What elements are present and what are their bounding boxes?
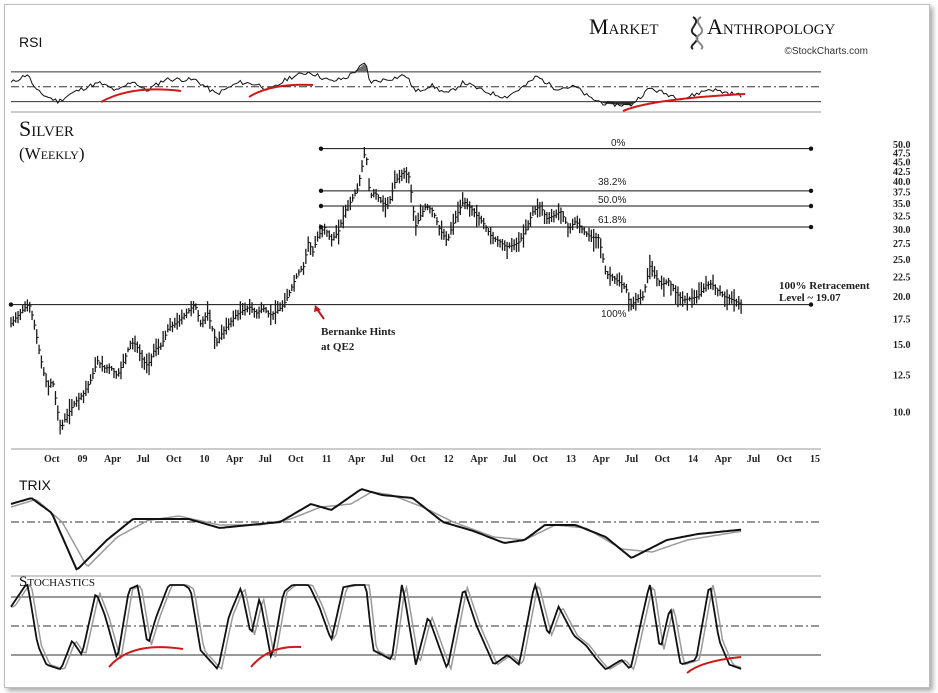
- bernanke-arrow-icon: [314, 305, 325, 320]
- fibonacci-levels: [8, 146, 814, 307]
- fib-dot-end-2: [808, 203, 814, 209]
- y-tick-2: 45.0: [893, 157, 911, 168]
- fib-label-50: 50.0%: [598, 195, 626, 206]
- stochastics-panel: [10, 581, 821, 674]
- fib-dot-start-4: [8, 302, 14, 307]
- x-tick-0: Oct: [44, 454, 60, 465]
- rsi-divergence-1: [100, 88, 182, 103]
- chart-frame: Market Anthropology ©StockCharts.com RSI…: [4, 4, 930, 688]
- brand-right: Anthropology: [707, 14, 836, 39]
- x-tick-4: Oct: [166, 454, 182, 465]
- y-tick-0: 50.0: [893, 140, 911, 151]
- fib-dot-end-1: [808, 188, 814, 194]
- x-tick-12: Oct: [410, 454, 426, 465]
- trix-panel: [10, 488, 821, 577]
- x-tick-7: Jul: [258, 454, 272, 465]
- retracement-annotation-line2: Level ~ 19.07: [779, 292, 841, 304]
- x-tick-10: Apr: [348, 454, 366, 465]
- chart-subtitle: (Weekly): [19, 144, 85, 163]
- x-tick-5: 10: [200, 454, 210, 465]
- bernanke-annotation-line1: Bernanke Hints: [321, 326, 396, 338]
- price-series: [10, 147, 744, 435]
- fib-label-0: 0%: [611, 138, 626, 149]
- x-tick-20: Oct: [654, 454, 670, 465]
- fib-label-100: 100%: [601, 309, 627, 320]
- fib-dot-end-3: [808, 224, 814, 230]
- x-tick-14: Apr: [470, 454, 488, 465]
- x-tick-19: Jul: [625, 454, 639, 465]
- y-tick-6: 35.0: [893, 199, 911, 210]
- y-tick-5: 37.5: [893, 188, 911, 199]
- x-tick-13: 12: [444, 454, 454, 465]
- stoch-label: Stochastics: [19, 574, 95, 590]
- y-tick-9: 27.5: [893, 239, 911, 250]
- silver-weekly-chart: Market Anthropology ©StockCharts.com RSI…: [8, 14, 911, 674]
- fib-label-618: 61.8%: [598, 215, 626, 226]
- fib-dot-end-0: [808, 146, 814, 151]
- x-tick-11: Jul: [380, 454, 394, 465]
- fib-dot-start-1: [318, 188, 324, 194]
- y-tick-8: 30.0: [893, 225, 911, 236]
- rsi-oversold-fill: [598, 101, 644, 106]
- x-tick-3: Jul: [136, 454, 150, 465]
- fib-dot-start-2: [318, 203, 324, 209]
- y-tick-10: 25.0: [893, 255, 911, 266]
- y-tick-12: 20.0: [893, 292, 911, 303]
- y-tick-11: 22.5: [893, 273, 911, 284]
- x-tick-16: Oct: [532, 454, 548, 465]
- y-tick-7: 32.5: [893, 211, 911, 222]
- x-tick-22: Apr: [714, 454, 732, 465]
- x-tick-1: 09: [78, 454, 88, 465]
- time-axis: Oct 09 Apr Jul Oct 10 Apr Jul Oct 11 Apr Jul Oct 12 Ap…: [44, 454, 820, 465]
- stoch-line: [10, 581, 742, 671]
- bernanke-annotation-line2: at QE2: [321, 341, 355, 353]
- y-tick-3: 42.5: [893, 167, 911, 178]
- chart-title: Silver: [19, 116, 74, 141]
- x-tick-24: Oct: [776, 454, 792, 465]
- stoch-signal-line: [11, 583, 742, 672]
- rsi-divergence-2: [248, 83, 314, 98]
- x-tick-21: 14: [688, 454, 698, 465]
- y-tick-13: 17.5: [893, 314, 911, 325]
- x-tick-23: Jul: [747, 454, 761, 465]
- y-tick-16: 10.0: [893, 407, 911, 418]
- credit-text: ©StockCharts.com: [784, 46, 868, 57]
- rsi-line: [10, 62, 742, 108]
- stoch-divergence-3: [686, 656, 742, 674]
- y-tick-15: 12.5: [893, 370, 911, 381]
- brand-left: Market: [589, 14, 659, 39]
- y-tick-4: 40.0: [893, 177, 911, 188]
- trix-label: TRIX: [19, 477, 52, 493]
- x-tick-18: Apr: [592, 454, 610, 465]
- rsi-divergence-3: [622, 93, 746, 112]
- y-tick-1: 47.5: [893, 148, 911, 159]
- x-tick-8: Oct: [288, 454, 304, 465]
- trix-line: [10, 488, 742, 571]
- price-axis: 50.047.545.042.540.037.535.032.5 30.0 27.5…: [893, 140, 911, 419]
- retracement-annotation-line1: 100% Retracement: [779, 280, 870, 292]
- stoch-divergence-2: [250, 645, 302, 668]
- x-tick-2: Apr: [104, 454, 122, 465]
- rsi-label: RSI: [19, 34, 42, 50]
- fib-dot-start-0: [318, 146, 324, 151]
- x-tick-25: 15: [810, 454, 820, 465]
- x-tick-6: Apr: [226, 454, 244, 465]
- y-tick-14: 15.0: [893, 340, 911, 351]
- x-tick-9: 11: [322, 454, 331, 465]
- dna-logo-icon: [690, 16, 704, 50]
- fib-dot-end-4: [808, 302, 814, 307]
- x-tick-15: Jul: [503, 454, 517, 465]
- x-tick-17: 13: [566, 454, 576, 465]
- fib-label-382: 38.2%: [598, 177, 626, 188]
- stoch-divergence-1: [108, 646, 184, 668]
- rsi-panel: [10, 62, 821, 113]
